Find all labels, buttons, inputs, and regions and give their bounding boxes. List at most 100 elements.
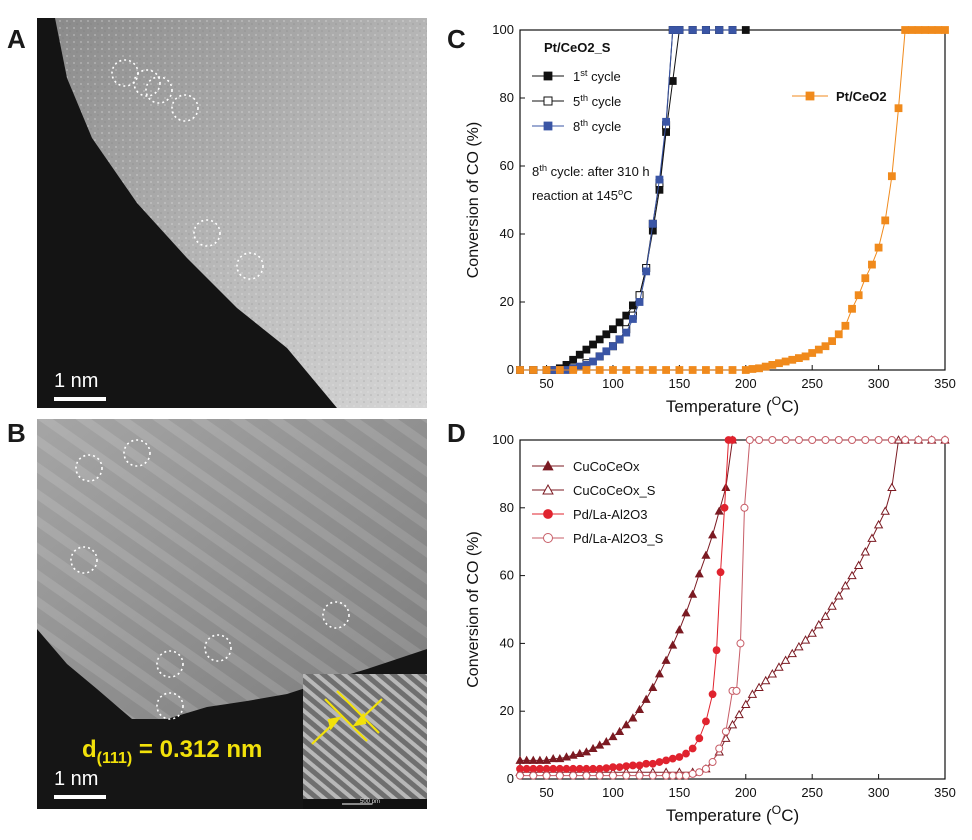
- data-point: [728, 436, 737, 444]
- scale-bar-b: [54, 795, 106, 799]
- data-point: [847, 570, 857, 580]
- y-tick-label: 100: [492, 432, 514, 447]
- data-point: [595, 352, 604, 361]
- data-point: [582, 771, 591, 780]
- data-point: [655, 185, 664, 194]
- y-tick-label: 40: [500, 635, 514, 650]
- data-point: [575, 362, 584, 371]
- data-point: [754, 682, 764, 692]
- data-point: [635, 704, 645, 713]
- data-point: [702, 26, 710, 34]
- data-point: [820, 611, 831, 620]
- data-point: [768, 360, 777, 369]
- data-point: [861, 274, 870, 283]
- data-point: [712, 646, 721, 655]
- x-axis-title: Temperature (OC): [666, 394, 799, 416]
- data-point: [516, 764, 524, 773]
- data-point: [535, 755, 545, 764]
- data-point: [595, 740, 605, 749]
- data-point: [800, 635, 811, 644]
- data-point: [688, 366, 697, 374]
- x-tick-label: 200: [735, 785, 757, 800]
- data-point: [781, 436, 790, 444]
- data-point: [808, 436, 817, 444]
- chart-d: 50 100 150 200 250 300 350 0 20 40 60 80 100 Temperat…: [465, 432, 956, 825]
- data-point: [621, 720, 631, 729]
- data-point: [555, 366, 564, 374]
- data-point: [682, 771, 691, 780]
- data-point: [542, 755, 552, 764]
- data-point: [941, 26, 949, 34]
- data-point: [901, 26, 910, 34]
- data-point: [801, 352, 810, 361]
- scale-bar-a: [54, 397, 106, 401]
- data-point: [595, 764, 604, 773]
- data-point: [834, 436, 843, 444]
- legend-marker: [542, 484, 554, 495]
- data-point: [714, 506, 724, 515]
- data-point: [662, 117, 670, 126]
- data-point: [788, 355, 797, 364]
- legend-marker-ptceo2: [805, 91, 815, 101]
- data-point: [609, 763, 617, 772]
- x-tick-label: 300: [868, 785, 890, 800]
- data-point: [848, 304, 856, 313]
- x-tick-label: 200: [735, 376, 757, 391]
- data-point: [741, 366, 750, 374]
- data-point: [536, 764, 544, 773]
- data-point: [622, 771, 631, 780]
- legend-marker: [543, 509, 553, 519]
- legend-label: CuCoCeOx: [573, 459, 640, 474]
- data-point: [688, 26, 697, 34]
- data-point: [522, 755, 532, 764]
- legend-label: Pd/La-Al2O3_S: [573, 531, 664, 546]
- x-tick-label: 150: [669, 785, 691, 800]
- data-point: [840, 580, 851, 590]
- data-point: [662, 771, 671, 780]
- data-point: [787, 648, 797, 658]
- data-point: [641, 694, 651, 703]
- data-point: [569, 764, 578, 773]
- data-point: [921, 26, 929, 34]
- data-point: [668, 640, 678, 649]
- data-point: [529, 771, 538, 780]
- data-point: [575, 764, 584, 773]
- data-point: [655, 175, 664, 184]
- y-tick-label: 20: [500, 703, 514, 718]
- data-point: [675, 26, 684, 34]
- legend-label: 1st cycle: [573, 68, 621, 84]
- data-point: [867, 533, 877, 542]
- data-point: [595, 335, 604, 344]
- x-tick-label: 100: [602, 376, 624, 391]
- y-axis-title: Conversion of CO (%): [465, 531, 482, 688]
- micrograph-b: [37, 419, 427, 809]
- data-point: [654, 669, 664, 678]
- scale-label-a: 1 nm: [54, 370, 99, 392]
- data-point: [934, 26, 943, 34]
- data-point: [775, 359, 783, 368]
- series-2: [516, 436, 737, 773]
- data-point: [668, 771, 677, 780]
- data-point: [887, 482, 897, 492]
- data-point: [854, 291, 863, 300]
- data-point: [774, 662, 784, 671]
- data-point: [781, 357, 790, 366]
- data-point: [761, 362, 770, 371]
- legend-marker: [543, 121, 553, 131]
- inset-scale-label: 500 pm: [360, 799, 381, 805]
- panel-letter-a: A: [7, 24, 26, 54]
- data-point: [828, 337, 837, 346]
- data-point: [941, 436, 949, 444]
- data-point: [635, 771, 644, 780]
- data-point: [682, 749, 690, 758]
- data-point: [927, 436, 936, 444]
- y-tick-label: 40: [500, 226, 514, 241]
- legend-marker: [543, 96, 553, 106]
- data-point: [755, 436, 764, 444]
- data-point: [834, 591, 844, 600]
- x-tick-label: 250: [801, 376, 823, 391]
- data-point: [622, 366, 631, 374]
- data-point: [794, 436, 803, 444]
- data-point: [808, 349, 817, 357]
- data-point: [522, 764, 531, 773]
